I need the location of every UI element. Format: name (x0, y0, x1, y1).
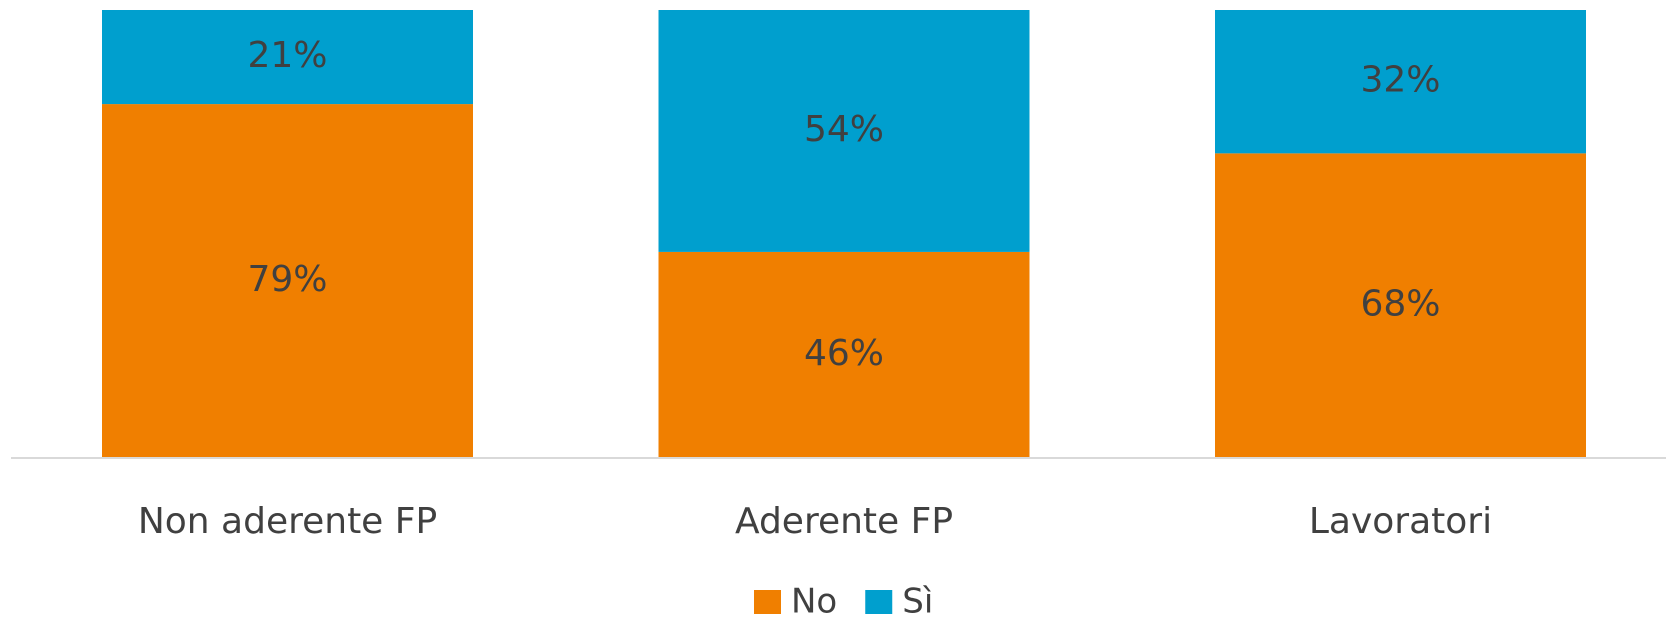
legend-label: No (791, 582, 837, 619)
data-label: 68% (1360, 284, 1440, 325)
bar-segment (1215, 153, 1586, 459)
bar-segment (102, 10, 473, 105)
data-label: 46% (804, 333, 884, 374)
bar-segment (102, 104, 473, 458)
legend-swatch (754, 590, 781, 614)
x-tick-label: Aderente FP (735, 501, 953, 542)
data-label: 79% (247, 259, 327, 300)
bar-segment (658, 10, 1030, 252)
bar-segment (658, 251, 1030, 458)
x-tick-label: Non aderente FP (138, 501, 437, 542)
data-label: 32% (1360, 60, 1440, 101)
data-label: 54% (804, 109, 884, 150)
data-label: 21% (247, 35, 327, 76)
bar-segment (1215, 10, 1586, 154)
legend-label: Sì (902, 582, 933, 619)
x-tick-label: Lavoratori (1309, 501, 1492, 542)
legend-swatch (865, 590, 893, 614)
